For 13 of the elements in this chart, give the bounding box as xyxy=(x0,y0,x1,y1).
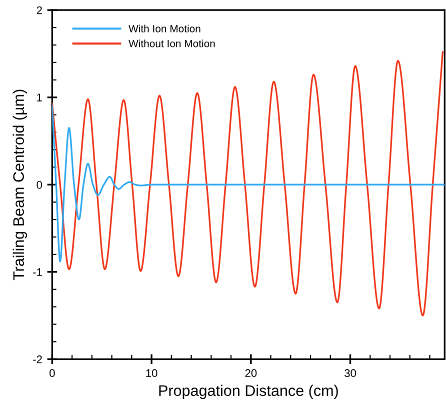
y-axis-title: Trailing Beam Centroid (µm) xyxy=(12,90,28,280)
y-tick-label: -1 xyxy=(33,268,42,276)
x-tick-label: 0 xyxy=(50,369,55,378)
x-tick-label: 10 xyxy=(146,369,158,378)
y-tick-label: 2 xyxy=(36,6,42,14)
x-tick-label: 30 xyxy=(344,369,356,378)
y-tick-label: 0 xyxy=(36,180,42,189)
legend-label: Without Ion Motion xyxy=(128,40,215,48)
y-tick-label: 1 xyxy=(37,94,42,102)
x-axis-title: Propagation Distance (cm) xyxy=(159,384,338,400)
x-tick-label: 20 xyxy=(245,369,257,378)
legend-label: With Ion Motion xyxy=(128,24,200,32)
y-tick-label: -2 xyxy=(33,355,42,364)
